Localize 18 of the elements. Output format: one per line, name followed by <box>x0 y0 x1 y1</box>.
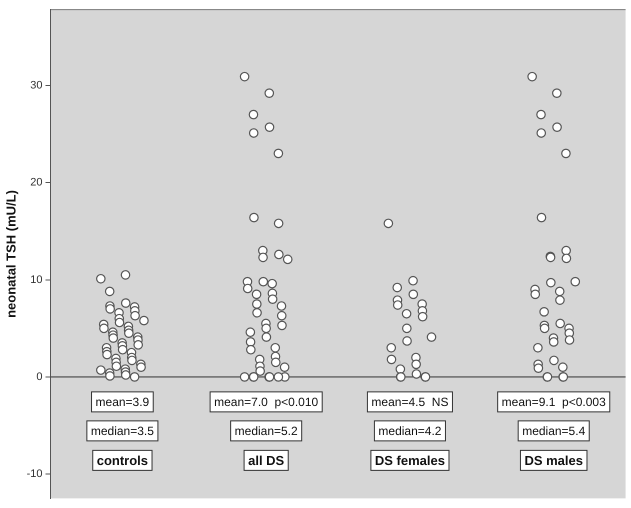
annotation: mean=4.5 NS <box>371 395 448 410</box>
y-tick-label: 0 <box>36 370 42 383</box>
annotation: median=4.2 <box>378 424 442 438</box>
annotation: median=5.2 <box>234 424 298 438</box>
y-axis-title: neonatal TSH (mU/L) <box>3 190 18 318</box>
annotation: mean=7.0 p<0.010 <box>214 395 319 410</box>
annotation: median=3.5 <box>90 424 154 438</box>
x-tick-label: controls <box>96 452 148 468</box>
y-tick-label: 10 <box>30 274 42 286</box>
x-tick-label: all DS <box>248 452 285 468</box>
y-tick-label: 30 <box>30 79 42 92</box>
annotation: mean=3.9 <box>96 395 150 410</box>
x-tick-label: DS females <box>374 452 445 468</box>
annotation: median=5.4 <box>522 424 586 438</box>
y-tick-label: -10 <box>26 468 42 480</box>
y-tick-label: 20 <box>30 176 42 189</box>
x-tick-label: DS males <box>524 452 583 468</box>
annotation: mean=9.1 p<0.003 <box>502 395 606 410</box>
